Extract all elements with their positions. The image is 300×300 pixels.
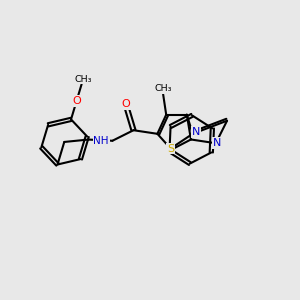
Text: S: S [167,143,174,154]
Text: N: N [213,138,221,148]
Text: CH₃: CH₃ [154,85,172,94]
Text: CH₃: CH₃ [74,75,92,84]
Text: O: O [121,99,130,109]
Text: N: N [191,127,200,137]
Text: NH: NH [93,136,109,146]
Text: O: O [72,96,81,106]
